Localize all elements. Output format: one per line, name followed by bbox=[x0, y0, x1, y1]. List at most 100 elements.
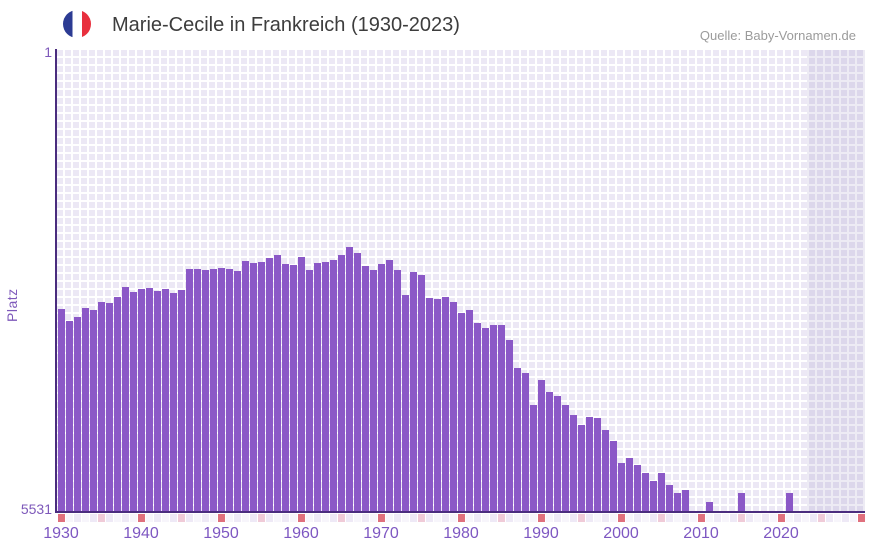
rank-bar-1938[interactable] bbox=[122, 287, 129, 511]
rank-bar-1980[interactable] bbox=[458, 313, 465, 511]
rank-bar-1958[interactable] bbox=[282, 264, 289, 511]
rank-bar-1957[interactable] bbox=[274, 255, 281, 511]
rank-bar-1945[interactable] bbox=[178, 290, 185, 511]
rank-bar-1963[interactable] bbox=[322, 262, 329, 511]
rank-bar-1942[interactable] bbox=[154, 291, 161, 511]
rank-bar-1934[interactable] bbox=[90, 310, 97, 511]
rank-bar-1931[interactable] bbox=[66, 321, 73, 511]
rank-bar-1984[interactable] bbox=[490, 325, 497, 511]
rank-bar-1959[interactable] bbox=[290, 265, 297, 511]
rank-bar-2003[interactable] bbox=[642, 473, 649, 511]
rank-bar-1986[interactable] bbox=[506, 340, 513, 511]
rank-bar-1941[interactable] bbox=[146, 288, 153, 511]
rank-bar-1930[interactable] bbox=[58, 309, 65, 511]
rank-bar-1976[interactable] bbox=[426, 298, 433, 511]
rank-bar-1960[interactable] bbox=[298, 257, 305, 511]
rank-bar-1970[interactable] bbox=[378, 264, 385, 511]
rank-bar-1965[interactable] bbox=[338, 255, 345, 511]
rank-bar-2011[interactable] bbox=[706, 502, 713, 511]
rank-bar-2001[interactable] bbox=[626, 458, 633, 511]
rank-bar-2021[interactable] bbox=[786, 493, 793, 511]
rank-bar-1947[interactable] bbox=[194, 269, 201, 511]
year-cell-1967 bbox=[354, 514, 361, 522]
rank-bar-1983[interactable] bbox=[482, 328, 489, 511]
rank-bar-1932[interactable] bbox=[74, 317, 81, 511]
rank-bar-1978[interactable] bbox=[442, 297, 449, 511]
rank-bar-1991[interactable] bbox=[546, 392, 553, 511]
rank-bar-1933[interactable] bbox=[82, 308, 89, 511]
rank-bar-1999[interactable] bbox=[610, 441, 617, 511]
rank-bar-1993[interactable] bbox=[562, 405, 569, 511]
rank-bar-1969[interactable] bbox=[370, 270, 377, 511]
halfdecade-marker-2025 bbox=[818, 514, 825, 522]
rank-bar-1956[interactable] bbox=[266, 258, 273, 511]
year-cell-1931 bbox=[66, 514, 73, 522]
rank-bar-1992[interactable] bbox=[554, 396, 561, 511]
rank-bar-1948[interactable] bbox=[202, 270, 209, 511]
rank-bar-1995[interactable] bbox=[578, 425, 585, 511]
rank-bar-2008[interactable] bbox=[682, 490, 689, 511]
rank-bar-1946[interactable] bbox=[186, 269, 193, 511]
rank-bar-1936[interactable] bbox=[106, 303, 113, 511]
rank-bar-1990[interactable] bbox=[538, 380, 545, 511]
year-cell-1986 bbox=[506, 514, 513, 522]
rank-bar-1985[interactable] bbox=[498, 325, 505, 511]
rank-bar-1997[interactable] bbox=[594, 418, 601, 511]
rank-bar-1994[interactable] bbox=[570, 415, 577, 511]
rank-bar-1967[interactable] bbox=[354, 253, 361, 511]
rank-bar-1966[interactable] bbox=[346, 247, 353, 511]
rank-bar-1940[interactable] bbox=[138, 289, 145, 511]
rank-bar-1996[interactable] bbox=[586, 417, 593, 511]
rank-bar-1939[interactable] bbox=[130, 292, 137, 511]
rank-bar-1951[interactable] bbox=[226, 269, 233, 511]
rank-bar-1962[interactable] bbox=[314, 263, 321, 511]
y-tick-top: 1 bbox=[44, 44, 52, 60]
rank-bar-1972[interactable] bbox=[394, 270, 401, 511]
rank-bar-1968[interactable] bbox=[362, 266, 369, 511]
year-cell-1972 bbox=[394, 514, 401, 522]
year-cell-2001 bbox=[626, 514, 633, 522]
rank-bar-1981[interactable] bbox=[466, 310, 473, 511]
rank-bar-1950[interactable] bbox=[218, 268, 225, 511]
rank-bar-1982[interactable] bbox=[474, 323, 481, 511]
rank-bar-1944[interactable] bbox=[170, 293, 177, 511]
rank-bar-2006[interactable] bbox=[666, 485, 673, 511]
rank-bar-2002[interactable] bbox=[634, 465, 641, 511]
year-cell-1946 bbox=[186, 514, 193, 522]
rank-bar-2000[interactable] bbox=[618, 463, 625, 511]
halfdecade-marker-1975 bbox=[418, 514, 425, 522]
rank-bar-1974[interactable] bbox=[410, 272, 417, 511]
rank-bar-2007[interactable] bbox=[674, 493, 681, 511]
year-cell-2004 bbox=[650, 514, 657, 522]
rank-bar-1952[interactable] bbox=[234, 271, 241, 511]
rank-bar-1935[interactable] bbox=[98, 302, 105, 511]
rank-bar-1998[interactable] bbox=[602, 430, 609, 511]
rank-bar-1943[interactable] bbox=[162, 289, 169, 511]
rank-bar-1975[interactable] bbox=[418, 275, 425, 511]
rank-bar-2015[interactable] bbox=[738, 493, 745, 511]
year-cell-1981 bbox=[466, 514, 473, 522]
rank-bar-1954[interactable] bbox=[250, 263, 257, 511]
decade-marker-1970 bbox=[378, 514, 385, 522]
rank-bar-2005[interactable] bbox=[658, 473, 665, 511]
rank-bar-2004[interactable] bbox=[650, 481, 657, 511]
rank-bar-1937[interactable] bbox=[114, 297, 121, 511]
source-credit: Quelle: Baby-Vornamen.de bbox=[699, 28, 856, 43]
rank-bar-1949[interactable] bbox=[210, 269, 217, 511]
rank-bar-1955[interactable] bbox=[258, 262, 265, 511]
year-cell-1978 bbox=[442, 514, 449, 522]
x-axis-line bbox=[55, 511, 865, 513]
rank-bar-1977[interactable] bbox=[434, 299, 441, 511]
year-cell-1966 bbox=[346, 514, 353, 522]
rank-bar-1973[interactable] bbox=[402, 295, 409, 511]
rank-bar-1953[interactable] bbox=[242, 261, 249, 511]
rank-bar-1988[interactable] bbox=[522, 373, 529, 511]
rank-bar-1979[interactable] bbox=[450, 302, 457, 511]
rank-bar-1987[interactable] bbox=[514, 368, 521, 511]
year-cell-2014 bbox=[730, 514, 737, 522]
rank-bar-1989[interactable] bbox=[530, 405, 537, 511]
year-cell-2003 bbox=[642, 514, 649, 522]
rank-bar-1964[interactable] bbox=[330, 260, 337, 511]
rank-bar-1961[interactable] bbox=[306, 270, 313, 511]
rank-bar-1971[interactable] bbox=[386, 260, 393, 511]
